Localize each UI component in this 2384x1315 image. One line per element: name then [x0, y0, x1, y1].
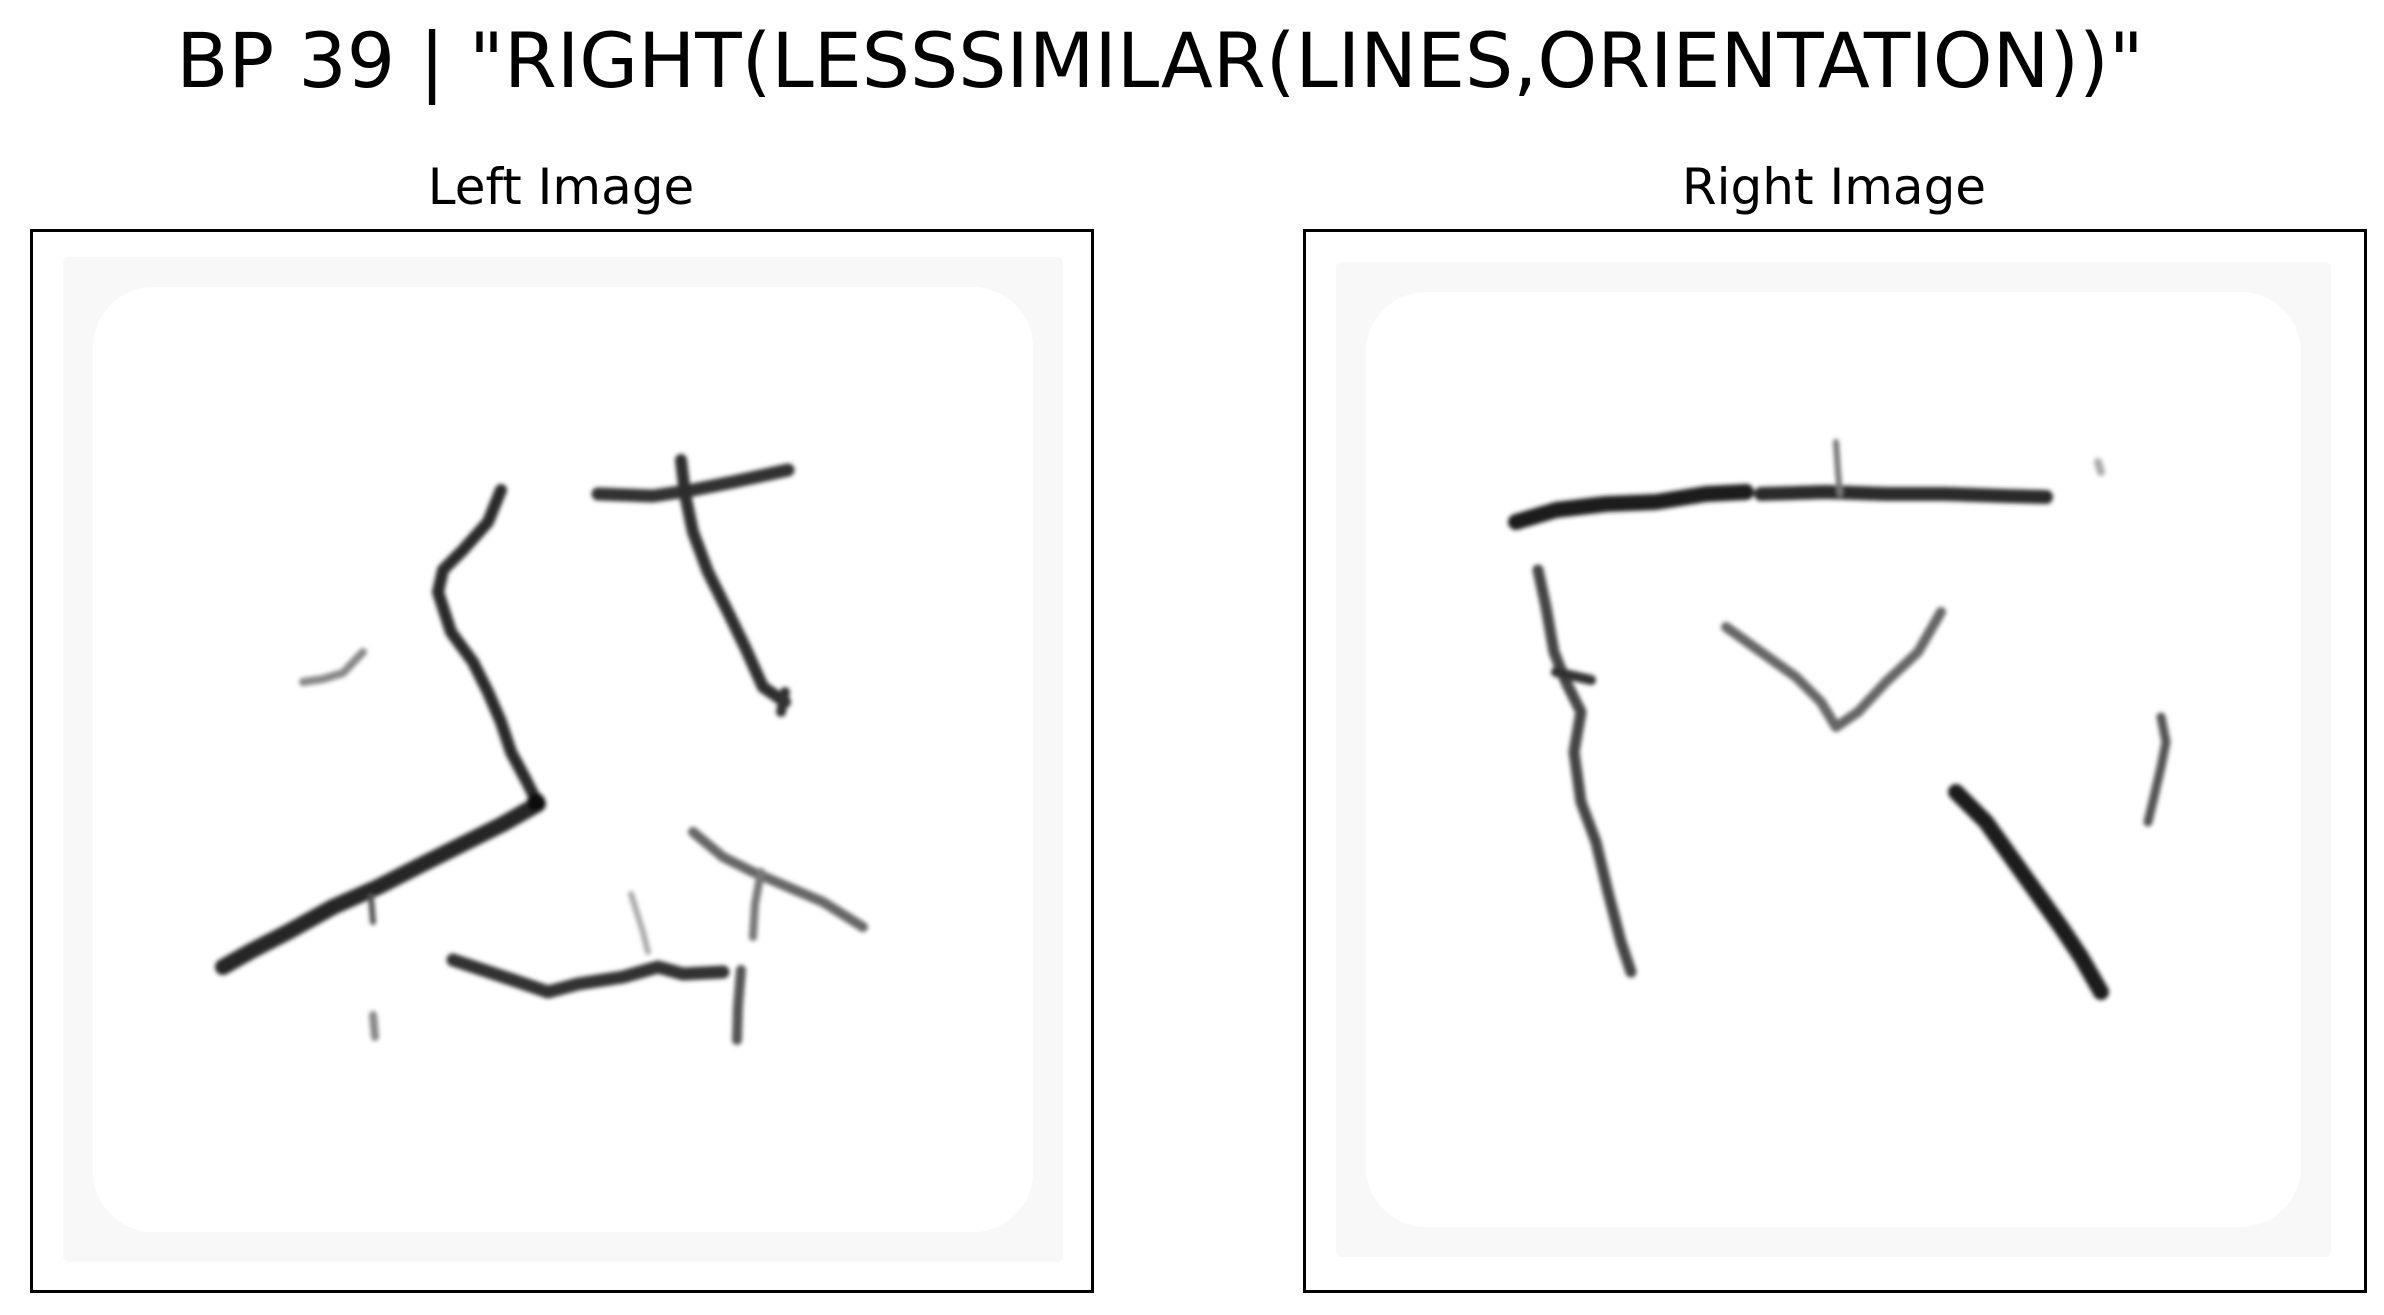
right-canvas-inner	[1366, 292, 2301, 1227]
left-image-panel	[30, 229, 1094, 1293]
left-stroke-top-bar	[591, 463, 795, 503]
left-stroke-right-descending	[675, 454, 791, 708]
left-stroke-fragment	[299, 648, 367, 686]
right-stroke-dot-top	[2094, 458, 2105, 476]
right-stroke-left-vertical	[1532, 564, 1637, 978]
left-stroke-dot	[369, 1011, 379, 1041]
left-stroke-right-small	[749, 868, 765, 941]
left-stroke-lower-tick	[628, 891, 651, 955]
left-image-title: Left Image	[427, 158, 695, 216]
left-canvas-inner	[93, 287, 1033, 1232]
left-stroke-lower-horizontal	[446, 953, 730, 999]
left-stroke-small-end	[776, 687, 790, 717]
left-image-sketch	[63, 257, 1063, 1262]
left-stroke-zigzag	[432, 484, 544, 810]
figure-title: BP 39 | "RIGHT(LESSSIMILAR(LINES,ORIENTA…	[176, 16, 2144, 105]
right-stroke-top-tick	[1833, 439, 1843, 497]
left-stroke-right-diagonal	[688, 827, 868, 932]
right-stroke-right-fragment	[2143, 712, 2171, 827]
right-image-panel	[1303, 229, 2367, 1293]
right-stroke-top-horizontal-b	[1754, 485, 2053, 504]
right-image-sketch	[1336, 262, 2331, 1257]
right-stroke-lower-diagonal	[1948, 784, 2109, 1000]
left-stroke-long-diagonal	[215, 796, 546, 975]
left-junction-dot	[527, 793, 545, 811]
right-stroke-left-hook	[1551, 667, 1596, 685]
right-stroke-v-shape	[1721, 607, 1946, 732]
left-stroke-tick	[368, 894, 376, 925]
right-image-title: Right Image	[1681, 158, 1987, 216]
left-stroke-vertical-short	[732, 965, 746, 1045]
right-stroke-top-horizontal	[1508, 484, 1754, 530]
